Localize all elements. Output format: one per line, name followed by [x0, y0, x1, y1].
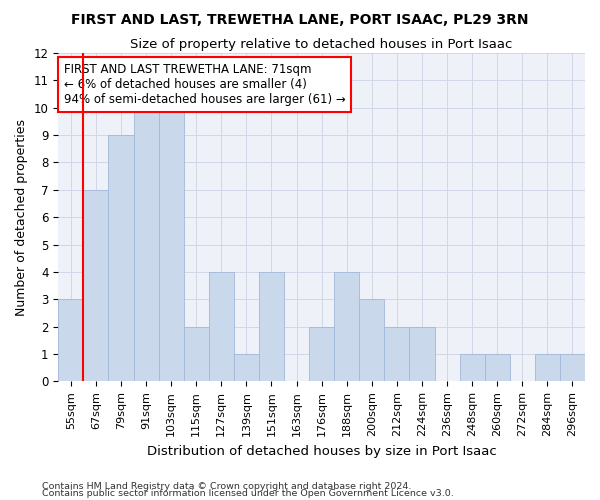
Text: Contains HM Land Registry data © Crown copyright and database right 2024.: Contains HM Land Registry data © Crown c…: [42, 482, 412, 491]
Bar: [535, 354, 560, 382]
Bar: [109, 135, 134, 382]
Bar: [409, 326, 434, 382]
Bar: [209, 272, 234, 382]
Bar: [134, 108, 158, 382]
Bar: [58, 300, 83, 382]
Bar: [560, 354, 585, 382]
Title: Size of property relative to detached houses in Port Isaac: Size of property relative to detached ho…: [130, 38, 513, 51]
Bar: [359, 300, 385, 382]
Bar: [83, 190, 109, 382]
Text: FIRST AND LAST TREWETHA LANE: 71sqm
← 6% of detached houses are smaller (4)
94% : FIRST AND LAST TREWETHA LANE: 71sqm ← 6%…: [64, 63, 345, 106]
Bar: [259, 272, 284, 382]
Bar: [485, 354, 510, 382]
Text: Contains public sector information licensed under the Open Government Licence v3: Contains public sector information licen…: [42, 490, 454, 498]
Bar: [234, 354, 259, 382]
Bar: [184, 326, 209, 382]
Bar: [334, 272, 359, 382]
Bar: [385, 326, 409, 382]
Y-axis label: Number of detached properties: Number of detached properties: [15, 118, 28, 316]
X-axis label: Distribution of detached houses by size in Port Isaac: Distribution of detached houses by size …: [147, 444, 497, 458]
Bar: [309, 326, 334, 382]
Bar: [158, 108, 184, 382]
Text: FIRST AND LAST, TREWETHA LANE, PORT ISAAC, PL29 3RN: FIRST AND LAST, TREWETHA LANE, PORT ISAA…: [71, 12, 529, 26]
Bar: [460, 354, 485, 382]
